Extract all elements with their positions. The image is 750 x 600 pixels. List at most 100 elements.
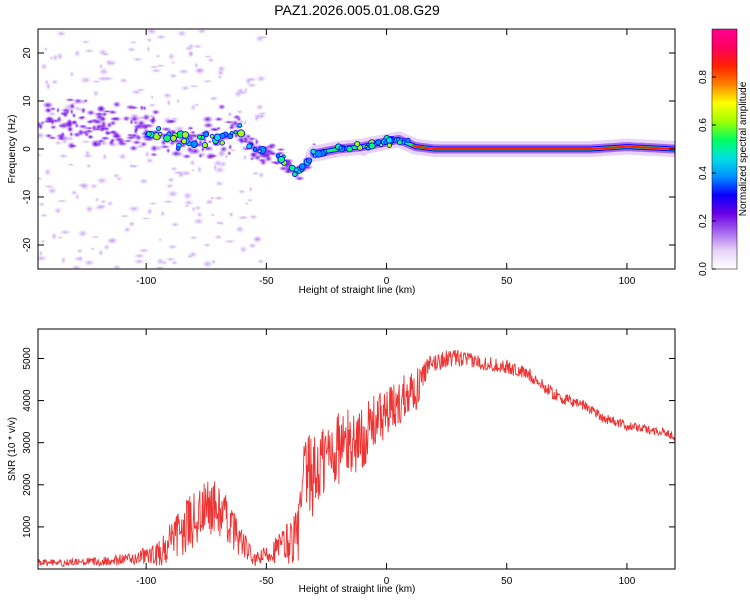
spec-noise	[146, 45, 151, 53]
spec-blob	[100, 120, 107, 128]
spec-blob	[69, 102, 76, 110]
snr-ytick-label: 4000	[22, 389, 33, 412]
spec-blob	[165, 147, 171, 154]
spec-noise	[182, 191, 193, 201]
spec-hotspot	[385, 137, 393, 144]
spec-noise	[89, 183, 99, 190]
spec-blob	[151, 109, 161, 116]
spec-hotspot	[346, 145, 353, 153]
spec-noise	[248, 214, 259, 220]
snr-xtick-label: -100	[136, 576, 156, 587]
spec-blob	[80, 115, 86, 120]
spec-blob	[65, 109, 70, 115]
spec-ytick-label: 10	[22, 95, 33, 107]
spec-noise	[234, 225, 245, 234]
spec-blob	[217, 103, 226, 110]
spec-hotspot	[197, 134, 203, 140]
spec-noise	[183, 199, 195, 206]
spec-blob	[223, 120, 235, 124]
spec-hotspot	[209, 133, 215, 139]
spec-noise	[38, 201, 46, 207]
spec-noise	[137, 247, 151, 254]
spec-noise	[92, 89, 100, 98]
spec-noise	[76, 229, 89, 238]
spec-blob	[239, 137, 245, 145]
spec-noise	[187, 84, 201, 88]
spec-noise	[169, 166, 179, 172]
spec-noise	[248, 185, 253, 194]
spec-blob	[213, 116, 224, 122]
spec-noise	[132, 258, 146, 265]
spec-ytick-label: 0	[22, 146, 33, 152]
spec-blob	[201, 115, 214, 124]
spec-noise	[58, 229, 73, 235]
spec-blob	[242, 135, 249, 142]
spec-noise	[84, 204, 95, 214]
spec-blob	[73, 98, 83, 104]
spec-noise	[191, 43, 204, 49]
spec-noise	[196, 29, 208, 35]
spec-blob	[49, 124, 58, 130]
spec-noise	[79, 140, 93, 144]
spec-noise	[132, 164, 138, 169]
spec-noise	[98, 63, 104, 70]
spec-noise	[105, 59, 118, 67]
spec-noise	[167, 52, 176, 61]
spec-hotspot	[201, 142, 208, 149]
spec-xtick-label: 100	[619, 276, 636, 287]
spec-blob	[56, 115, 62, 124]
spec-noise	[118, 77, 129, 84]
spec-noise	[127, 205, 141, 213]
spec-noise	[99, 199, 108, 204]
spec-noise	[85, 163, 92, 169]
spec-noise	[147, 103, 157, 108]
spec-blob	[131, 139, 142, 145]
spec-hotspot	[163, 134, 172, 143]
spec-noise	[254, 114, 259, 123]
spec-noise	[170, 260, 179, 266]
spec-blob	[139, 141, 148, 147]
spec-hotspot	[156, 126, 162, 132]
spec-noise	[193, 62, 199, 69]
spec-blob	[69, 144, 78, 148]
spec-hotspot	[396, 139, 403, 146]
spec-hotspot	[375, 139, 382, 146]
spec-blob	[129, 115, 141, 123]
spec-noise	[43, 46, 49, 52]
spec-blob	[227, 126, 236, 130]
spec-noise	[213, 195, 225, 201]
spec-noise	[257, 113, 267, 120]
spec-blob	[72, 131, 82, 138]
spec-blob	[189, 130, 197, 135]
spec-hotspot	[246, 143, 252, 150]
spec-blob	[232, 114, 242, 120]
spec-hotspot	[203, 131, 210, 138]
spec-blob	[93, 111, 106, 117]
spec-noise	[73, 256, 83, 262]
spec-noise	[165, 183, 174, 189]
spec-blob	[142, 123, 149, 131]
spec-hotspot	[294, 167, 299, 173]
spec-blob	[275, 147, 286, 152]
spec-noise	[244, 202, 250, 206]
spectrogram-layer	[38, 29, 675, 269]
spec-blob	[71, 112, 77, 119]
spec-hotspot	[338, 145, 343, 150]
spec-hotspot	[237, 123, 243, 128]
spec-noise	[82, 259, 96, 267]
spec-noise	[90, 246, 95, 251]
snr-ticks: -100 -50 0 50 100 1000 2000 3000 4000 5000	[22, 329, 675, 587]
spec-blob	[81, 107, 86, 115]
spec-hotspot	[368, 142, 376, 150]
snr-ytick-label: 3000	[22, 431, 33, 454]
spec-noise	[168, 73, 179, 79]
spec-noise	[131, 57, 144, 62]
spec-noise	[39, 62, 49, 71]
spec-blob	[92, 127, 102, 131]
spec-noise	[161, 199, 175, 204]
snr-layer	[38, 349, 675, 568]
spec-noise	[154, 34, 168, 40]
spec-noise	[187, 253, 193, 259]
spec-noise	[153, 266, 167, 269]
spec-noise	[117, 152, 128, 161]
